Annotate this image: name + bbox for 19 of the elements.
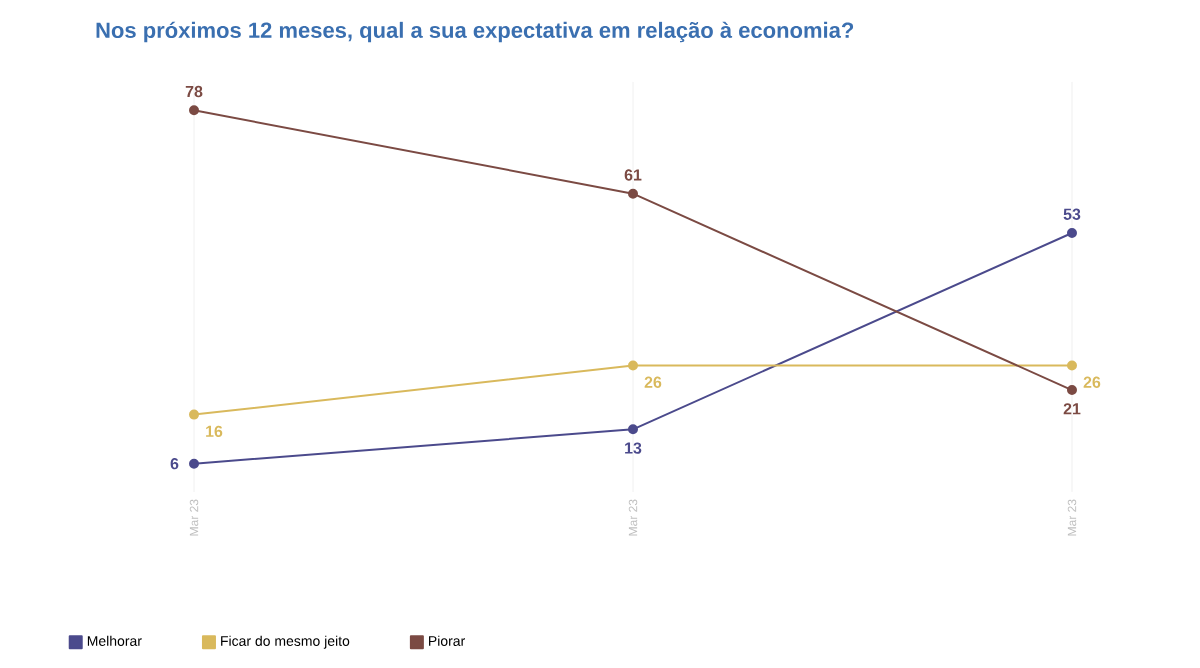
point — [628, 188, 638, 199]
point — [628, 424, 638, 435]
point — [1066, 227, 1077, 238]
data-label: 13 — [625, 442, 642, 454]
data-label: 26 — [1083, 376, 1101, 388]
point — [189, 105, 200, 116]
data-label: 16 — [206, 425, 223, 438]
point — [189, 409, 200, 420]
point — [1066, 385, 1077, 396]
chart-title: Nos próximos 12 meses, qual a sua expectativa em relação à economia? — [96, 21, 854, 43]
point — [1066, 360, 1077, 371]
point — [189, 458, 200, 469]
data-label: 26 — [644, 376, 662, 388]
point — [628, 360, 638, 371]
data-label: 21 — [1063, 403, 1081, 415]
data-label: 78 — [185, 85, 203, 98]
data-label: 6 — [170, 458, 179, 470]
data-label: 53 — [1063, 208, 1081, 220]
data-label: 61 — [624, 169, 642, 181]
